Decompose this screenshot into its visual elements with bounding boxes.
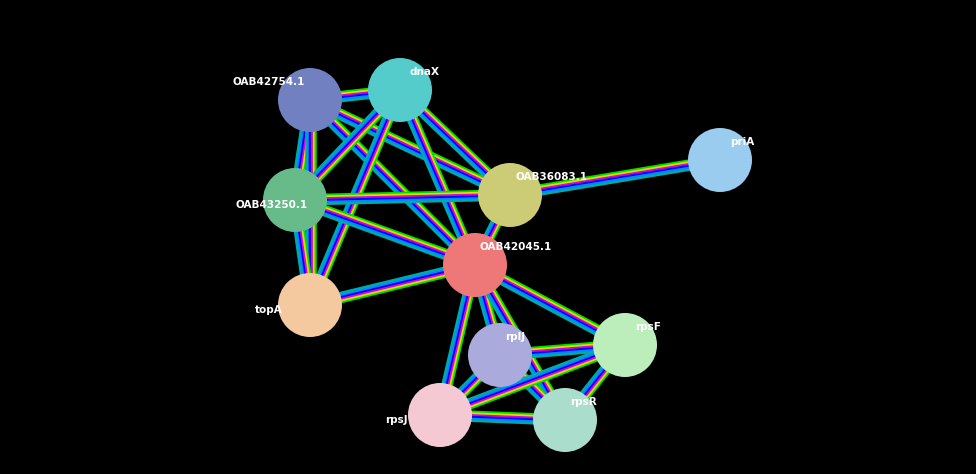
Circle shape — [443, 233, 507, 297]
Circle shape — [408, 383, 472, 447]
Circle shape — [688, 128, 752, 192]
Circle shape — [533, 388, 597, 452]
Text: OAB42754.1: OAB42754.1 — [232, 77, 305, 87]
Text: rplJ: rplJ — [505, 332, 525, 342]
Text: rpsF: rpsF — [635, 322, 661, 332]
Circle shape — [263, 168, 327, 232]
Text: topA: topA — [255, 305, 283, 315]
Circle shape — [478, 163, 542, 227]
Circle shape — [278, 68, 342, 132]
Text: rpsJ: rpsJ — [385, 415, 408, 425]
Text: OAB42045.1: OAB42045.1 — [480, 242, 552, 252]
Text: OAB36083.1: OAB36083.1 — [515, 172, 587, 182]
Text: dnaX: dnaX — [410, 67, 440, 77]
Circle shape — [278, 273, 342, 337]
Circle shape — [593, 313, 657, 377]
Text: OAB43250.1: OAB43250.1 — [235, 200, 307, 210]
Text: rpsR: rpsR — [570, 397, 596, 407]
Circle shape — [368, 58, 432, 122]
Text: priA: priA — [730, 137, 754, 147]
Circle shape — [468, 323, 532, 387]
